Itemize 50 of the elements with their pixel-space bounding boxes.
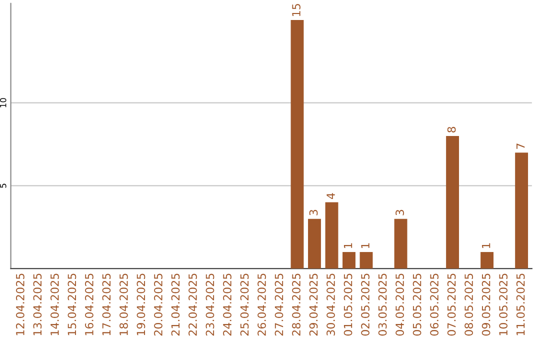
x-tick-label: 24.04.2025 [223, 274, 232, 336]
x-tick-label: 28.04.2025 [292, 274, 300, 336]
x-tick-label: 15.04.2025 [68, 274, 76, 336]
x-tick-label: 03.05.2025 [378, 274, 387, 336]
data-label: 1 [344, 243, 352, 248]
bar [342, 252, 356, 269]
data-label: 15 [292, 4, 300, 16]
x-tick-label: 21.04.2025 [171, 274, 180, 336]
y-tick-label: 5 [0, 184, 6, 188]
data-label: 7 [516, 144, 525, 149]
x-tick-label: 14.04.2025 [50, 274, 59, 336]
bar [446, 136, 459, 269]
x-tick-label: 01.05.2025 [344, 274, 352, 336]
x-tick-label: 06.05.2025 [430, 274, 438, 336]
x-tick-label: 05.05.2025 [412, 274, 422, 336]
bar [394, 218, 408, 269]
x-tick-label: 16.04.2025 [84, 274, 94, 336]
data-label: 1 [361, 243, 370, 248]
x-tick-label: 27.04.2025 [274, 274, 284, 336]
y-tick-label: 10 [0, 98, 6, 108]
x-tick-label: 18.04.2025 [120, 274, 128, 336]
bar [515, 152, 528, 269]
data-label: 3 [309, 210, 318, 216]
bar [360, 252, 373, 269]
bar [480, 252, 494, 269]
data-label: 4 [326, 193, 335, 199]
x-tick-label: 20.04.2025 [154, 274, 162, 336]
x-tick-label: 07.05.2025 [447, 274, 456, 336]
data-label: 8 [447, 126, 456, 132]
x-tick-label: 04.05.2025 [396, 274, 404, 336]
bar [290, 20, 304, 269]
bar [325, 202, 338, 269]
data-label: 3 [396, 210, 404, 216]
x-tick-label: 02.05.2025 [361, 274, 370, 336]
x-tick-label: 13.04.2025 [33, 274, 42, 336]
x-tick-label: 22.04.2025 [188, 274, 197, 336]
bar [308, 218, 321, 269]
x-tick-label: 11.05.2025 [516, 274, 525, 336]
x-tick-label: 09.05.2025 [482, 274, 490, 336]
x-tick-label: 25.04.2025 [240, 274, 249, 336]
x-tick-label: 23.04.2025 [206, 274, 214, 336]
x-tick-label: 10.05.2025 [499, 274, 508, 336]
x-tick-label: 17.04.2025 [102, 274, 111, 336]
x-tick-label: 29.04.2025 [309, 274, 318, 336]
x-tick-label: 19.04.2025 [136, 274, 146, 336]
data-label: 1 [482, 243, 490, 248]
x-tick-label: 26.04.2025 [258, 274, 266, 336]
x-tick-label: 30.04.2025 [326, 274, 335, 336]
x-tick-label: 12.04.2025 [16, 274, 24, 336]
x-tick-label: 08.05.2025 [464, 274, 474, 336]
